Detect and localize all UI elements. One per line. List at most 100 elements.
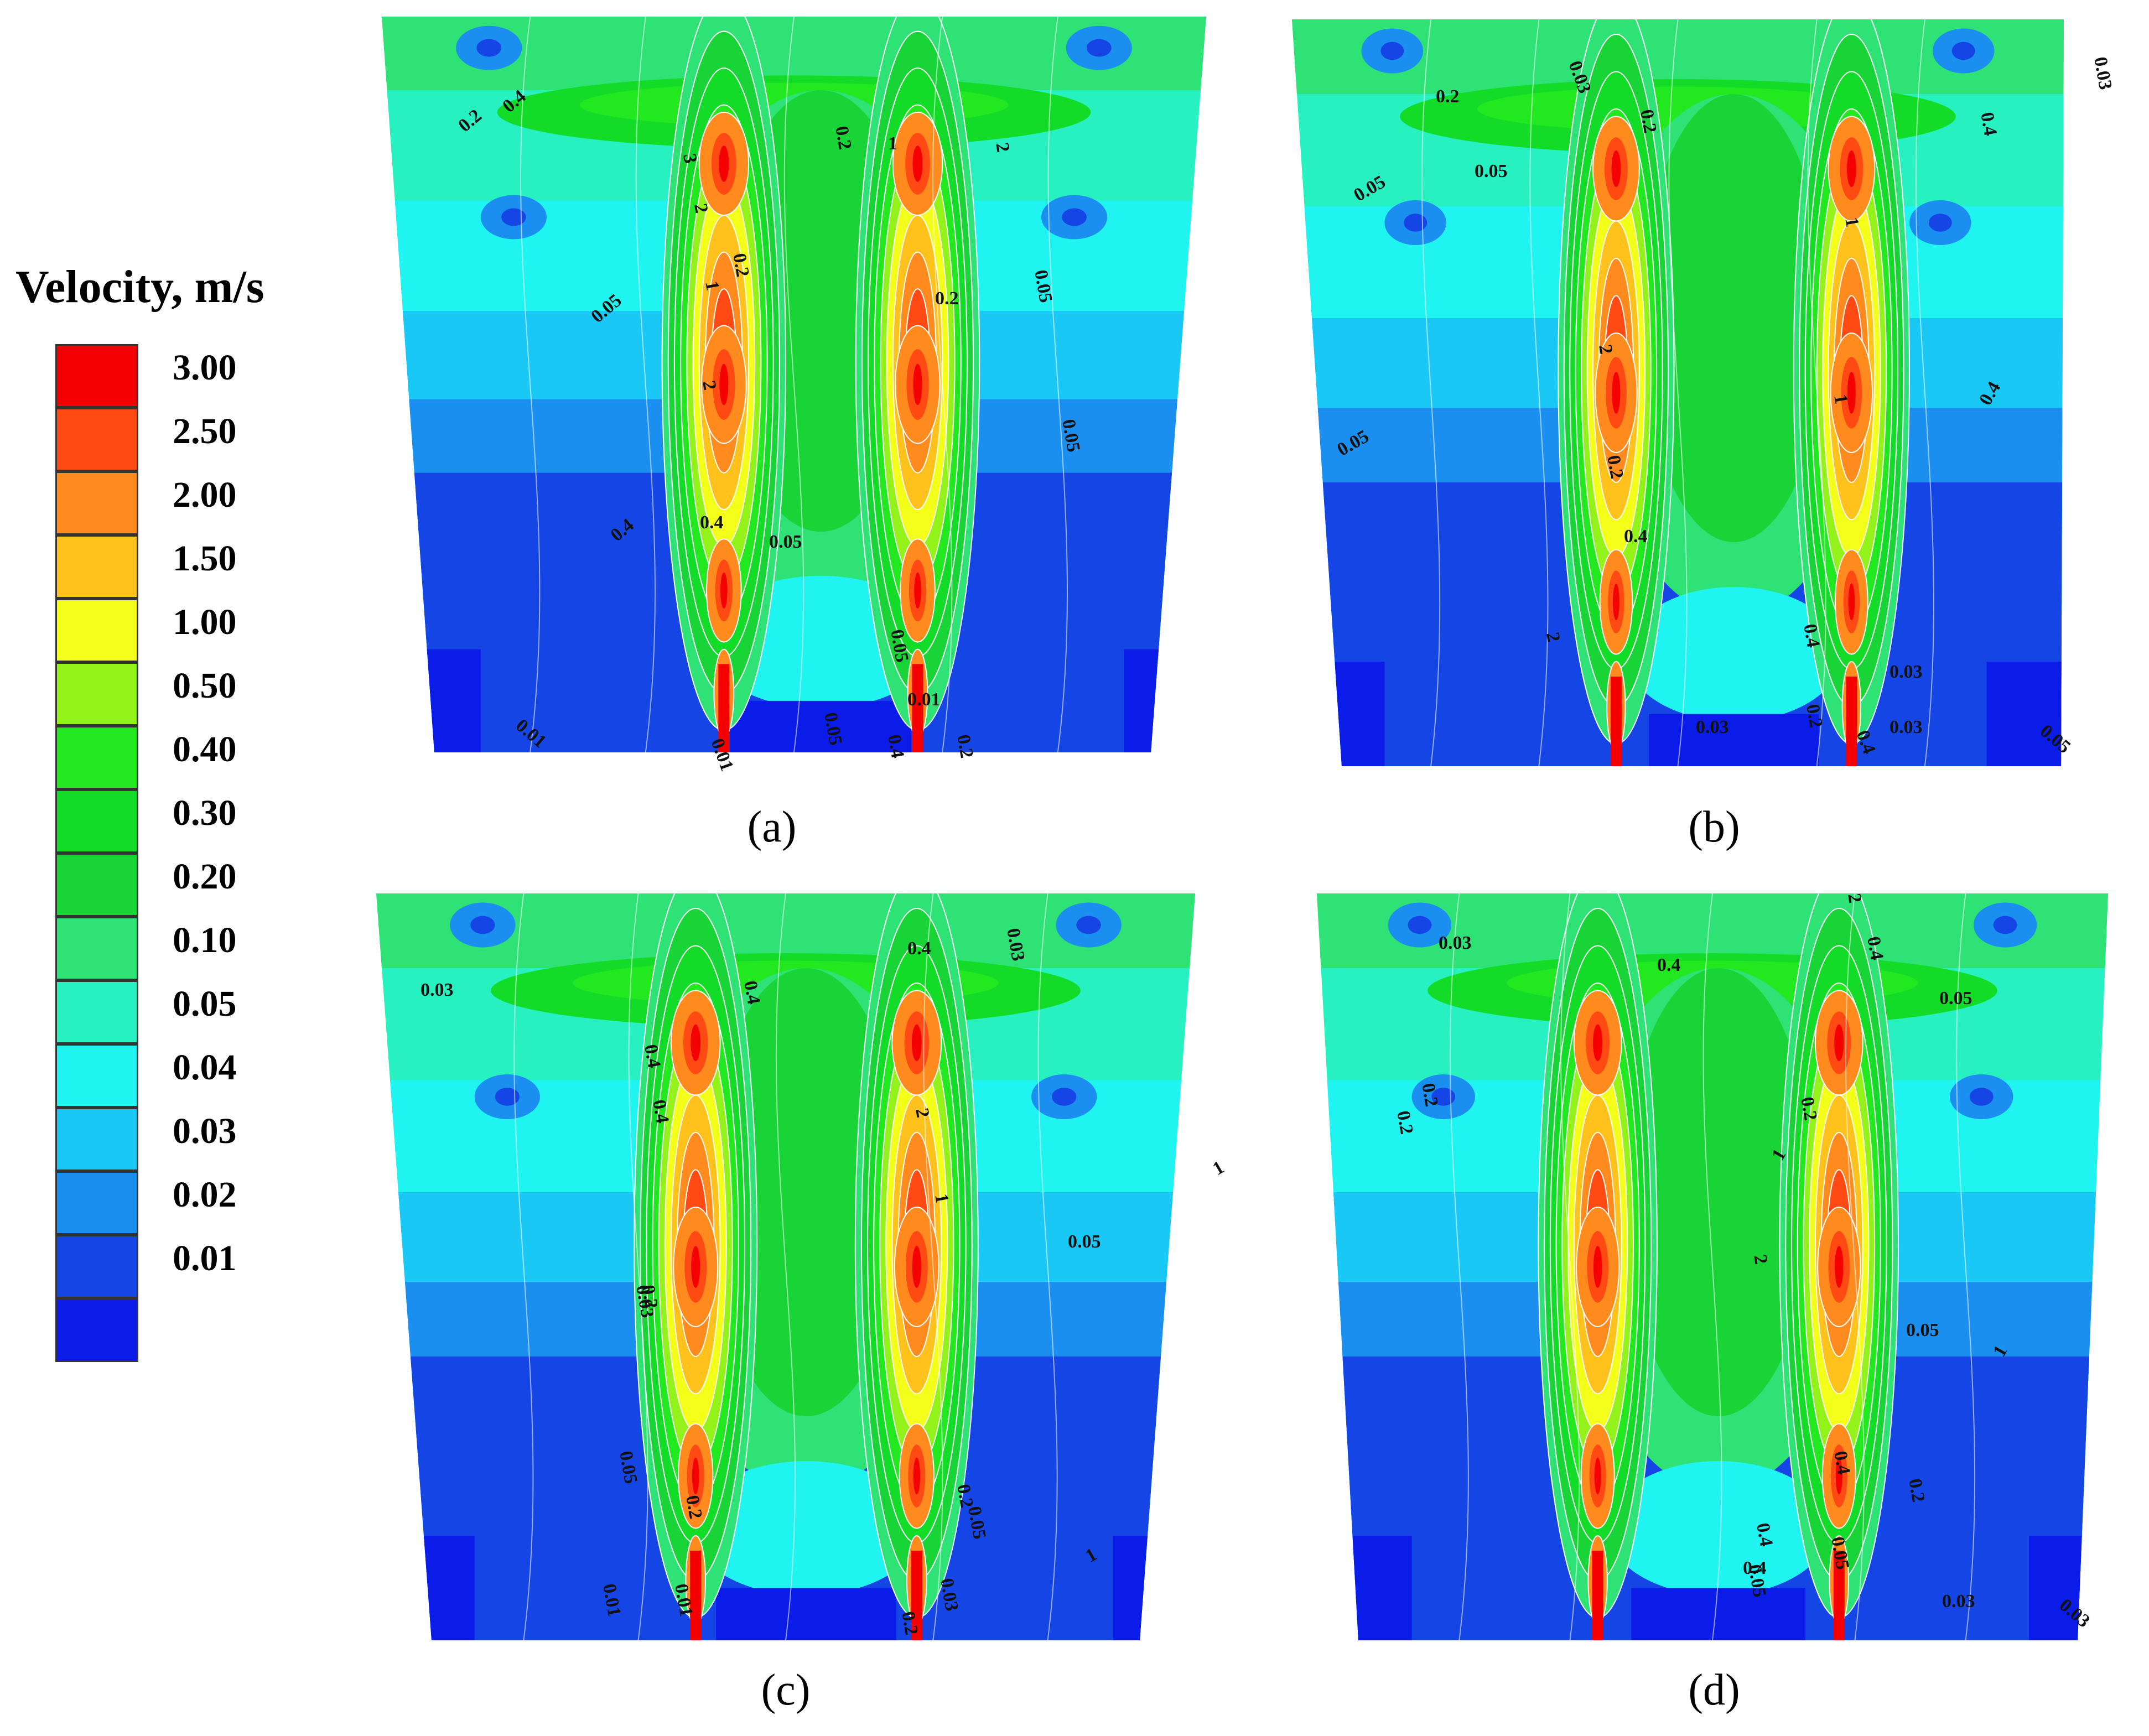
contour-label: 0.2	[897, 1610, 922, 1636]
contour-label: 0.4	[648, 1098, 673, 1125]
colorbar-swatch	[55, 471, 138, 535]
contour-plot: 0.030.40.20.40.050.20.21220.0510.20.40.4…	[1317, 892, 2108, 1640]
contour-label: 0.2	[1904, 1477, 1929, 1504]
colorbar-tick-label: 2.50	[173, 411, 237, 451]
contour-label: 0.4	[907, 938, 931, 959]
colorbar-tick-label: 0.10	[173, 920, 237, 960]
contour-label: 2	[1750, 1253, 1771, 1266]
colorbar-swatch	[55, 1298, 138, 1362]
contour-label: 0.03	[2090, 55, 2116, 91]
contour-plot: 0.20.40.030.050.050.03120.20.40.210.420.…	[1292, 19, 2116, 766]
contour-label: 0.05	[1068, 1231, 1101, 1252]
colorbar-title: Velocity, m/s	[15, 261, 264, 313]
panel-label-c: (c)	[761, 1666, 811, 1714]
contour-plot: 0.030.20.40.030.40.410.4 210.050.030.2 0.0…	[376, 893, 1228, 1640]
contour-label: 2	[1595, 343, 1616, 356]
contour-label: 1	[1830, 393, 1851, 406]
contour-label: 0.2	[1636, 108, 1660, 134]
colorbar-swatch	[55, 726, 138, 789]
panel-label-d: (d)	[1688, 1666, 1740, 1714]
colorbar-swatch	[55, 535, 138, 599]
contour-label: 0.4	[1624, 526, 1648, 547]
panel-label-b: (b)	[1688, 803, 1740, 851]
contour-label: 0.4	[1657, 955, 1681, 975]
contour-label: 0.03	[1942, 1591, 1975, 1612]
colorbar-swatch	[55, 917, 138, 980]
panel-label-a: (a)	[747, 803, 797, 851]
contour-label: 1	[931, 1192, 952, 1205]
contour-label: 0.2	[1603, 454, 1627, 480]
contour-label: 2	[1542, 631, 1564, 643]
contour-label: 0.4	[1830, 1449, 1854, 1476]
velocity-field	[376, 893, 1195, 1640]
contour-label: 0.2	[1418, 1082, 1442, 1108]
contour-label: 2	[698, 379, 720, 392]
contour-panel-d: 0.03 0.4 0.2 0.4 0.05 0.2 0.2 1 2 2 0.05 1 0.2 0.4 0.4…	[1317, 892, 2108, 1640]
contour-panel-b: 0.2 0.4 0.03 0.05 0.05 0.03 1 2 0.2 0.4 0.2 1 0.4 2 0.…	[1292, 19, 2116, 766]
contour-label: 0.4	[700, 512, 724, 533]
contour-label: 0.05	[769, 532, 802, 552]
contour-label: 1	[1841, 216, 1862, 228]
colorbar-tick-label: 0.20	[173, 856, 237, 897]
contour-label: 0.03	[421, 980, 454, 1000]
contour-label: 0.2	[729, 252, 753, 278]
contour-label: 0.2	[1436, 86, 1460, 107]
contour-label: 0.4	[640, 1043, 665, 1069]
colorbar-swatch	[55, 408, 138, 471]
contour-panel-c: 0.03 0.2 0.4 0.03 0.4 0.4 1 0.4 2 1 0.05 0.03 0.2 0.0…	[376, 893, 1228, 1640]
contour-label: 0.4	[1743, 1558, 1767, 1578]
contour-label: 0.2	[682, 1494, 706, 1520]
contour-label: 0.2	[953, 1483, 977, 1509]
colorbar-swatch	[55, 599, 138, 662]
contour-label: 3	[679, 152, 700, 165]
velocity-field	[382, 17, 1206, 752]
contour-label: 0.4	[1799, 622, 1824, 649]
colorbar-tick-label: 0.02	[173, 1174, 237, 1215]
contour-label: 0.05	[1906, 1320, 1939, 1340]
colorbar-swatch	[55, 1108, 138, 1171]
colorbar-tick-label: 1.50	[173, 538, 237, 579]
contour-label: 0.03	[1890, 717, 1923, 737]
colorbar-tick-label: 3.00	[173, 347, 237, 388]
colorbar-swatch	[55, 662, 138, 726]
colorbar-tick-label: 0.03	[173, 1111, 237, 1151]
contour-label: 0.4	[1863, 935, 1887, 961]
contour-label: 0.03	[1696, 717, 1729, 737]
contour-label: 0.03	[1439, 933, 1472, 953]
colorbar-tick-label: 0.04	[173, 1047, 237, 1088]
contour-label: 2	[911, 1106, 933, 1119]
contour-label: 2	[690, 202, 712, 215]
colorbar-swatch	[55, 980, 138, 1044]
velocity-field	[1292, 19, 2064, 766]
contour-label: 0.05	[1939, 988, 1972, 1009]
colorbar-swatch	[55, 853, 138, 917]
colorbar-tick-label: 2.00	[173, 475, 237, 515]
colorbar-swatch	[55, 1044, 138, 1108]
contour-label: 0.05	[1475, 161, 1508, 181]
contour-label: 2	[992, 141, 1013, 154]
colorbar-tick-label: 1.00	[173, 602, 237, 642]
contour-label: 0.2	[831, 124, 855, 151]
colorbar-swatch	[55, 1235, 138, 1298]
contour-panel-a: 0.4 0.2 3 2 1 2 0.4 0.2 2 1 0.2 0.2 0.05 0.05 0.05 0.4 0…	[382, 17, 1206, 774]
contour-label: 0.4	[1976, 111, 2001, 137]
contour-label: 0.4	[740, 979, 764, 1006]
colorbar-swatch	[55, 1171, 138, 1235]
contour-label: 0.2	[1393, 1109, 1417, 1136]
contour-label: 1	[888, 133, 897, 154]
colorbar-tick-label: 0.05	[173, 984, 237, 1024]
colorbar-tick-label: 0.50	[173, 666, 237, 706]
contour-label: 0.01	[907, 689, 941, 710]
contour-label: 0.2	[953, 733, 977, 760]
velocity-field	[1317, 893, 2108, 1640]
contour-label: 0.2	[637, 1283, 662, 1310]
contour-label: 0.2	[1802, 703, 1826, 729]
contour-label: 0.4	[884, 733, 908, 760]
contour-label: 1	[701, 279, 723, 292]
colorbar-swatch	[55, 344, 138, 408]
contour-label: 0.2	[935, 288, 959, 309]
colorbar-swatch	[55, 789, 138, 853]
contour-label: 0.03	[1890, 662, 1923, 682]
contour-label: 0.2	[1797, 1095, 1821, 1122]
